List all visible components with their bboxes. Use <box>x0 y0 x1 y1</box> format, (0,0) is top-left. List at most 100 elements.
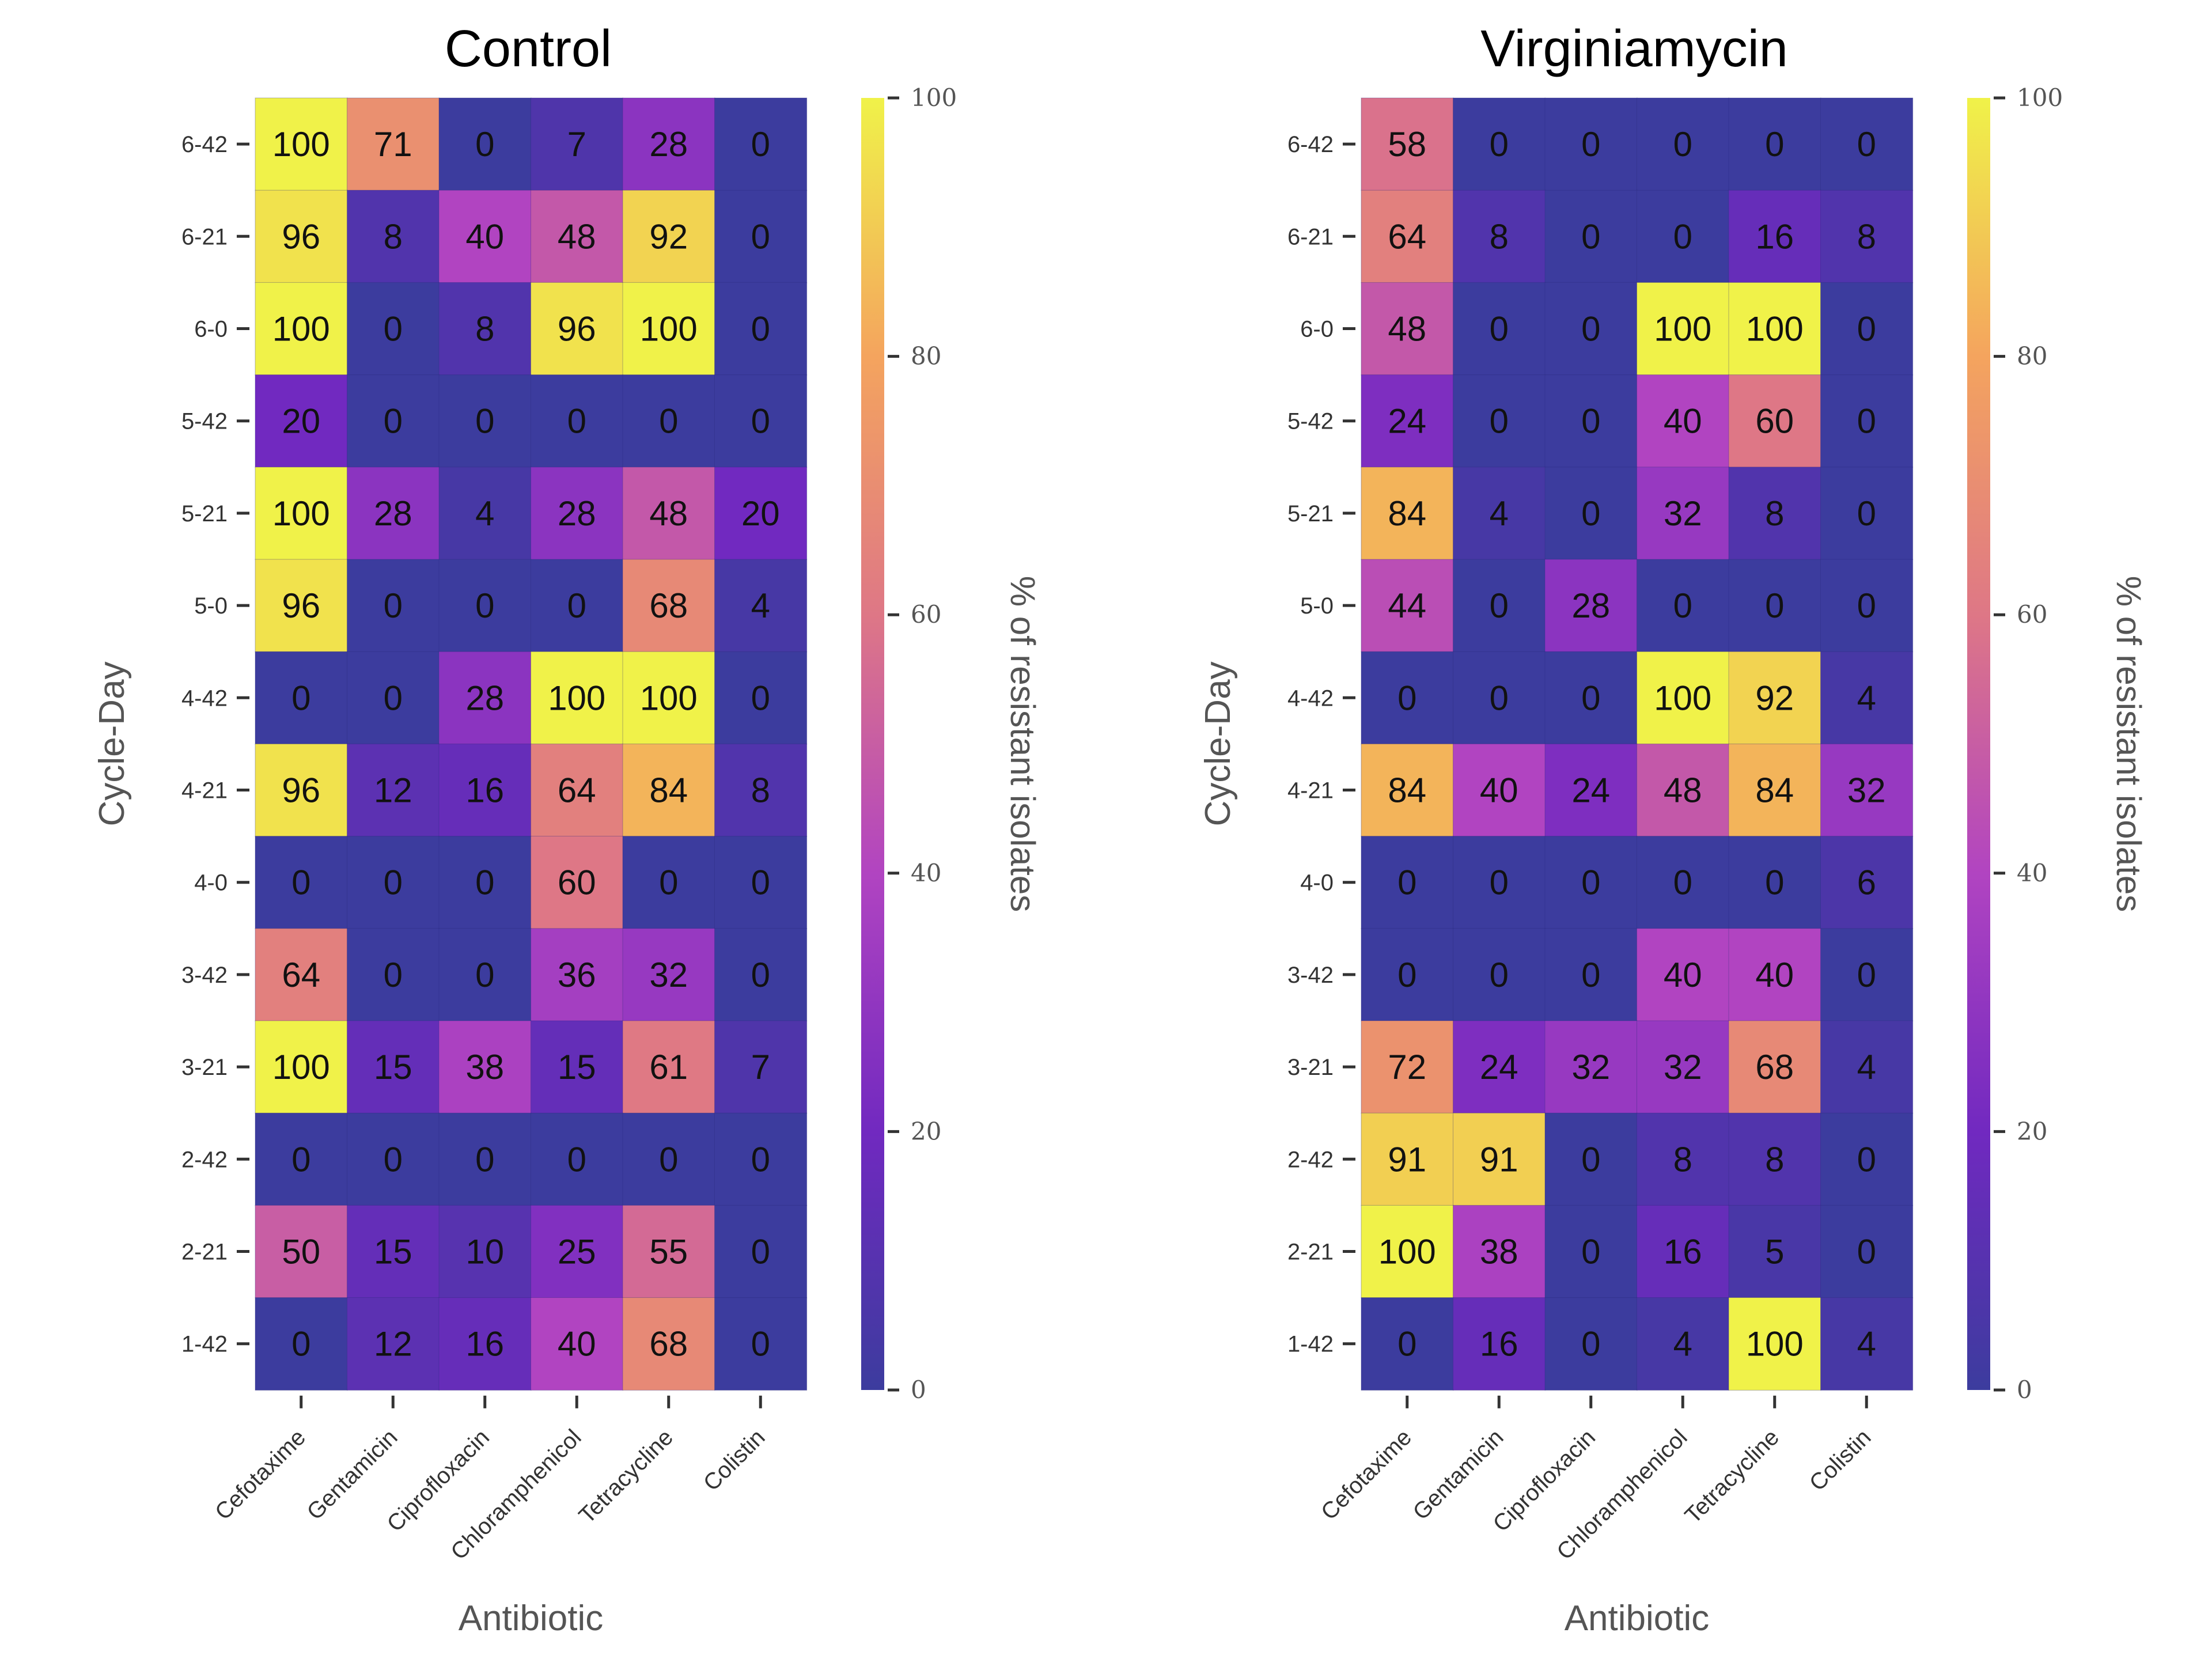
heatmap-cell <box>531 651 624 745</box>
heatmap-cell <box>1361 651 1454 745</box>
heatmap-cell <box>438 928 532 1022</box>
cell-value-label: 92 <box>649 217 688 256</box>
cell-value-label: 0 <box>1490 125 1509 164</box>
cell-value-label: 28 <box>374 494 412 533</box>
heatmap-cell <box>1453 97 1546 191</box>
cell-value-label: 92 <box>1755 679 1794 717</box>
cell-value-label: 28 <box>1571 586 1610 625</box>
cell-value-label: 32 <box>1664 494 1702 533</box>
cell-value-label: 0 <box>291 1325 310 1363</box>
cell-value-label: 44 <box>1388 586 1426 625</box>
heatmap-cell <box>531 1205 624 1298</box>
heatmap-cell <box>1361 190 1454 283</box>
heatmap-cell <box>347 1020 440 1114</box>
heatmap-cell <box>1728 1020 1821 1114</box>
cell-value-label: 0 <box>1765 863 1784 902</box>
heatmap-cell <box>1820 559 1914 653</box>
heatmap-cell <box>622 928 715 1022</box>
cell-value-label: 84 <box>1388 771 1426 810</box>
y-tick-label: 6-21 <box>1287 224 1334 249</box>
heatmap-cell <box>438 282 532 376</box>
y-tick-label: 3-42 <box>1287 963 1334 988</box>
cell-value-label: 16 <box>1480 1325 1518 1363</box>
cell-value-label: 100 <box>1654 679 1711 717</box>
heatmap-cell <box>1544 1112 1638 1206</box>
heatmap-cell <box>255 190 348 283</box>
cell-value-label: 7 <box>567 125 586 164</box>
cell-value-label: 0 <box>475 586 494 625</box>
heatmap-cell <box>1728 559 1821 653</box>
heatmap-cell <box>1820 1112 1914 1206</box>
heatmap-cell <box>1453 374 1546 468</box>
heatmap-cell <box>714 743 808 837</box>
cell-value-label: 100 <box>1378 1233 1436 1271</box>
heatmap-cell <box>531 97 624 191</box>
heatmap-cell <box>1728 743 1821 837</box>
heatmap-cell <box>1453 1020 1546 1114</box>
y-tick-label: 2-42 <box>1287 1147 1334 1172</box>
cell-value-label: 0 <box>751 125 770 164</box>
heatmap-cell <box>1820 97 1914 191</box>
cell-value-label: 0 <box>751 679 770 717</box>
heatmap-cell <box>1544 1020 1638 1114</box>
cell-value-label: 40 <box>465 217 504 256</box>
cell-value-label: 8 <box>1673 1140 1692 1179</box>
colorbar-label: % of resistant isolates <box>1003 576 1042 912</box>
heatmap-cell <box>531 1020 624 1114</box>
cell-value-label: 0 <box>1673 586 1692 625</box>
cell-value-label: 8 <box>751 771 770 810</box>
heatmap-cell <box>1637 651 1730 745</box>
heatmap-cell <box>714 1205 808 1298</box>
cell-value-label: 38 <box>1480 1233 1518 1271</box>
cell-value-label: 8 <box>1765 1140 1784 1179</box>
heatmap-cell <box>1820 743 1914 837</box>
cell-value-label: 0 <box>1857 586 1876 625</box>
cell-value-label: 4 <box>1673 1325 1692 1363</box>
cell-value-label: 4 <box>1857 1048 1876 1086</box>
cell-value-label: 0 <box>1490 956 1509 994</box>
heatmap-cell <box>1361 1205 1454 1298</box>
heatmap-cell <box>1637 282 1730 376</box>
heatmap-cell <box>255 1112 348 1206</box>
cell-value-label: 64 <box>1388 217 1426 256</box>
cell-value-label: 8 <box>1857 217 1876 256</box>
heatmap-cell <box>622 836 715 929</box>
heatmap-cell <box>1453 928 1546 1022</box>
heatmap-cell <box>347 1205 440 1298</box>
cell-value-label: 0 <box>567 1140 586 1179</box>
y-axis-label: Cycle-Day <box>1198 661 1238 826</box>
heatmap-cell <box>1637 743 1730 837</box>
chart-title: Virginiamycin <box>1480 20 1788 78</box>
x-axis-label: Antibiotic <box>1565 1599 1710 1638</box>
cell-value-label: 40 <box>1755 956 1794 994</box>
cell-value-label: 60 <box>558 863 596 902</box>
y-tick-label: 3-21 <box>181 1055 228 1080</box>
y-tick-label: 4-42 <box>181 685 228 711</box>
x-tick-label: Tetracycline <box>574 1425 678 1528</box>
heatmap-cell <box>714 190 808 283</box>
heatmap-cell <box>531 190 624 283</box>
y-tick-label: 5-42 <box>181 409 228 434</box>
x-tick-label: Gentamicin <box>302 1425 402 1525</box>
heatmap-cell <box>714 1297 808 1391</box>
heatmap-cell <box>1820 836 1914 929</box>
y-tick-label: 1-42 <box>181 1332 228 1357</box>
heatmap-cell <box>1637 467 1730 560</box>
cell-value-label: 100 <box>272 1048 330 1086</box>
heatmap-cell <box>347 928 440 1022</box>
heatmap-cell <box>347 1112 440 1206</box>
cell-value-label: 0 <box>1397 1325 1416 1363</box>
x-tick-label: Colistin <box>699 1425 770 1496</box>
y-tick-label: 2-42 <box>181 1147 228 1172</box>
heatmap-cell <box>622 282 715 376</box>
heatmap-cell <box>714 467 808 560</box>
heatmap-cell <box>1544 651 1638 745</box>
heatmap-cell <box>1453 559 1546 653</box>
cell-value-label: 0 <box>659 1140 678 1179</box>
cell-value-label: 8 <box>475 310 494 349</box>
cell-value-label: 0 <box>751 402 770 441</box>
heatmap-cell <box>255 1297 348 1391</box>
cell-value-label: 4 <box>475 494 494 533</box>
